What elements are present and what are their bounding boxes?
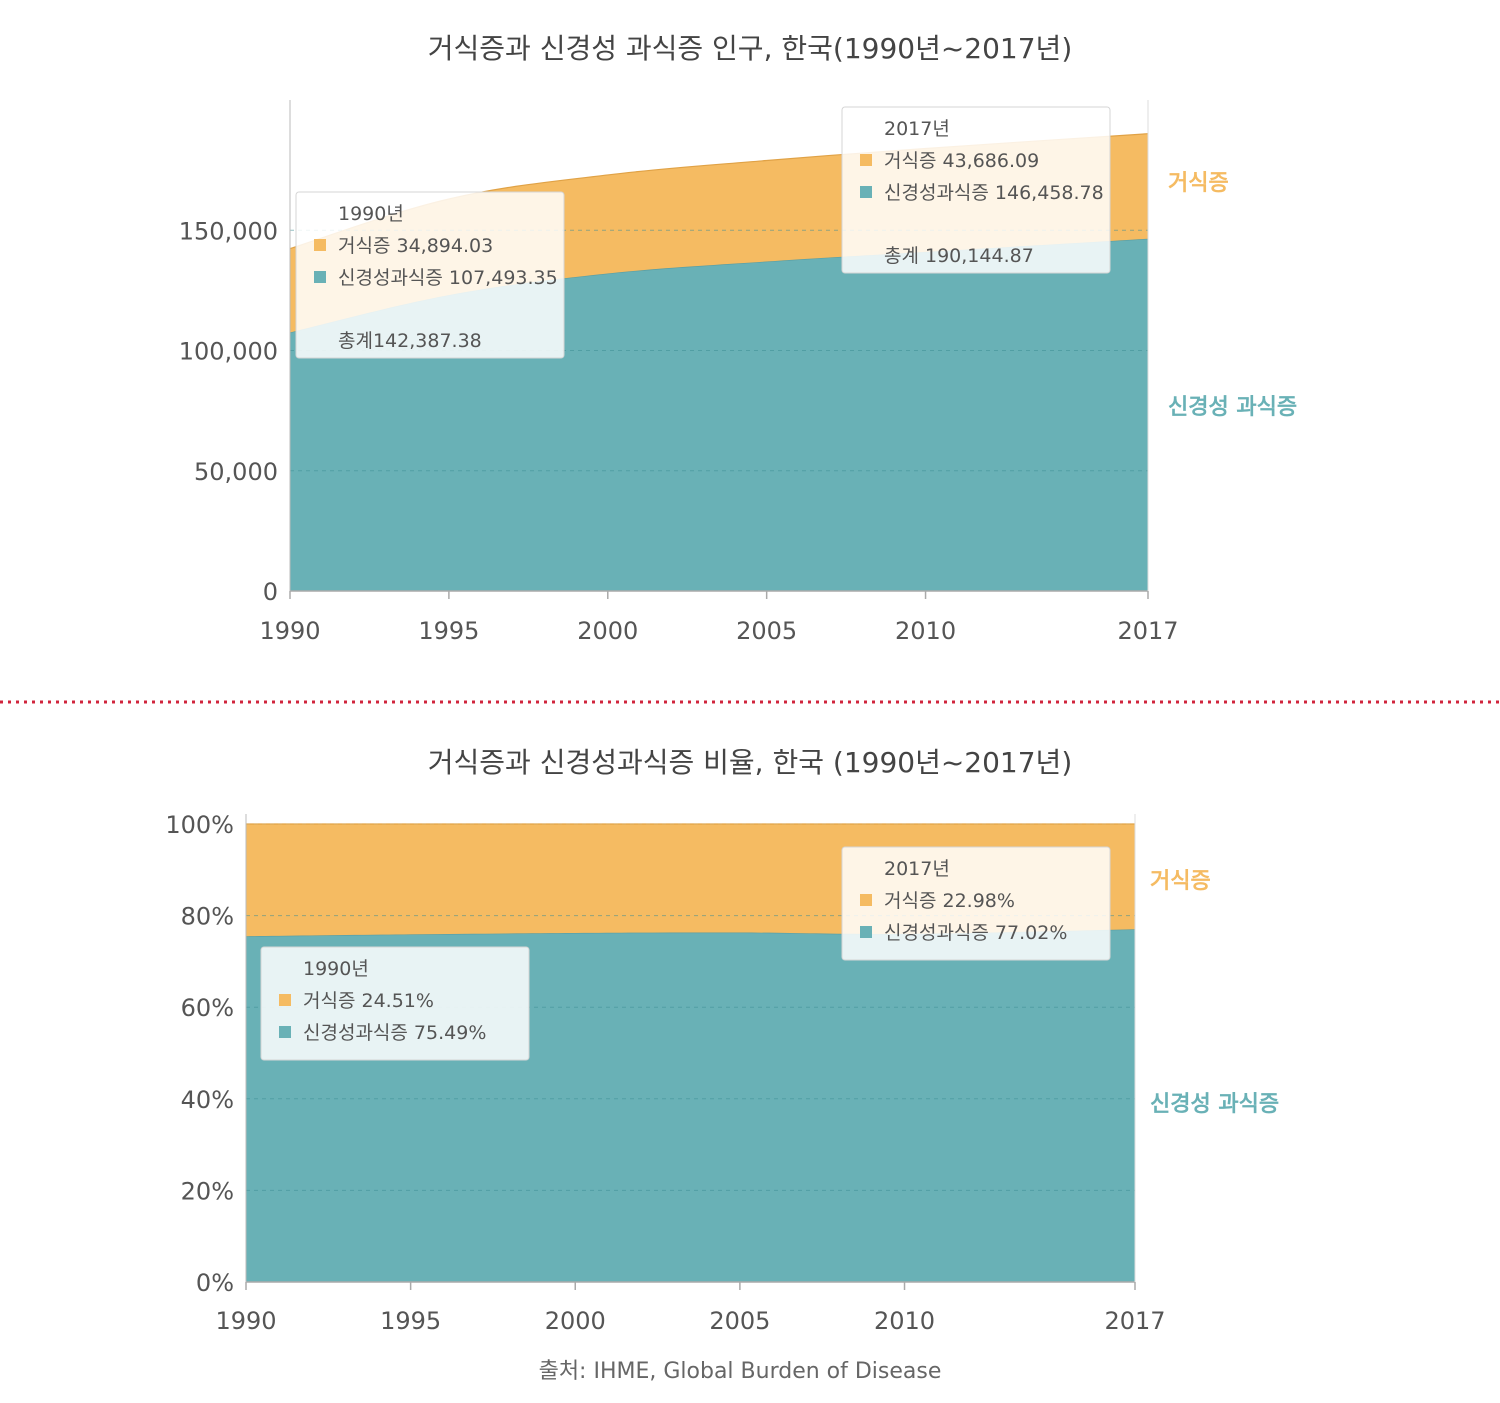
x-tick-label: 1995: [418, 617, 479, 645]
tooltip-value: 거식증 43,686.09: [884, 150, 1039, 172]
tooltip-value: 신경성과식증 107,493.35: [338, 267, 558, 289]
x-tick-label: 1995: [380, 1307, 441, 1335]
tooltip-value: 거식증 22.98%: [884, 890, 1015, 912]
y-tick-label: 80%: [181, 903, 234, 931]
tooltip-year: 2017년: [884, 118, 950, 140]
y-tick-label: 0%: [196, 1269, 234, 1297]
legend-swatch-anorexia: [860, 894, 872, 906]
x-tick-label: 2010: [874, 1307, 935, 1335]
tooltip-box: [841, 106, 1111, 274]
series-label-anorexia: 거식증: [1168, 171, 1229, 196]
y-tick-label: 100,000: [179, 338, 278, 366]
legend-swatch-bulimia: [314, 271, 326, 283]
tooltip-year: 1990년: [338, 203, 404, 225]
x-tick-label: 2005: [709, 1307, 770, 1335]
tooltip-total: 총계142,387.38: [338, 330, 482, 352]
legend-swatch-bulimia: [860, 926, 872, 938]
chart-title: 거식증과 신경성 과식증 인구, 한국(1990년~2017년): [428, 32, 1073, 65]
tooltip-value: 신경성과식증 75.49%: [303, 1022, 486, 1044]
x-tick-label: 2017: [1117, 617, 1178, 645]
x-tick-label: 1990: [215, 1307, 276, 1335]
tooltip-box: [295, 191, 565, 359]
y-tick-label: 60%: [181, 994, 234, 1022]
chart-title: 거식증과 신경성과식증 비율, 한국 (1990년~2017년): [428, 746, 1073, 779]
tooltip-box: [841, 846, 1111, 961]
legend-swatch-anorexia: [860, 154, 872, 166]
y-tick-label: 150,000: [179, 217, 278, 245]
tooltip-value: 거식증 34,894.03: [338, 235, 493, 257]
legend-swatch-bulimia: [279, 1026, 291, 1038]
tooltip-value: 거식증 24.51%: [303, 990, 434, 1012]
tooltip-value: 신경성과식증 146,458.78: [884, 182, 1104, 204]
population-chart: 거식증과 신경성 과식증 인구, 한국(1990년~2017년) 0 50,000…: [179, 32, 1297, 645]
tooltip-value: 신경성과식증 77.02%: [884, 922, 1067, 944]
tooltip-total: 총계 190,144.87: [884, 245, 1034, 267]
series-label-bulimia: 신경성 과식증: [1168, 395, 1297, 420]
tooltip-box: [260, 946, 530, 1061]
x-tick-label: 2000: [545, 1307, 606, 1335]
legend-swatch-anorexia: [279, 994, 291, 1006]
series-label-anorexia: 거식증: [1150, 869, 1211, 894]
x-tick-label: 2017: [1104, 1307, 1165, 1335]
legend-swatch-anorexia: [314, 239, 326, 251]
ratio-chart: 거식증과 신경성과식증 비율, 한국 (1990년~2017년) 0% 20% 40…: [165, 746, 1279, 1335]
x-tick-label: 2010: [895, 617, 956, 645]
y-tick-label: 20%: [181, 1177, 234, 1205]
x-tick-label: 2005: [736, 617, 797, 645]
y-tick-label: 50,000: [194, 458, 278, 486]
y-tick-label: 100%: [165, 811, 234, 839]
tooltip-year: 1990년: [303, 958, 369, 980]
y-tick-label: 40%: [181, 1086, 234, 1114]
x-tick-label: 2000: [577, 617, 638, 645]
source-note: 출처: IHME, Global Burden of Disease: [539, 1359, 942, 1384]
legend-swatch-bulimia: [860, 186, 872, 198]
series-label-bulimia: 신경성 과식증: [1150, 1092, 1279, 1117]
y-tick-label: 0: [263, 578, 278, 606]
tooltip-year: 2017년: [884, 858, 950, 880]
x-tick-label: 1990: [259, 617, 320, 645]
